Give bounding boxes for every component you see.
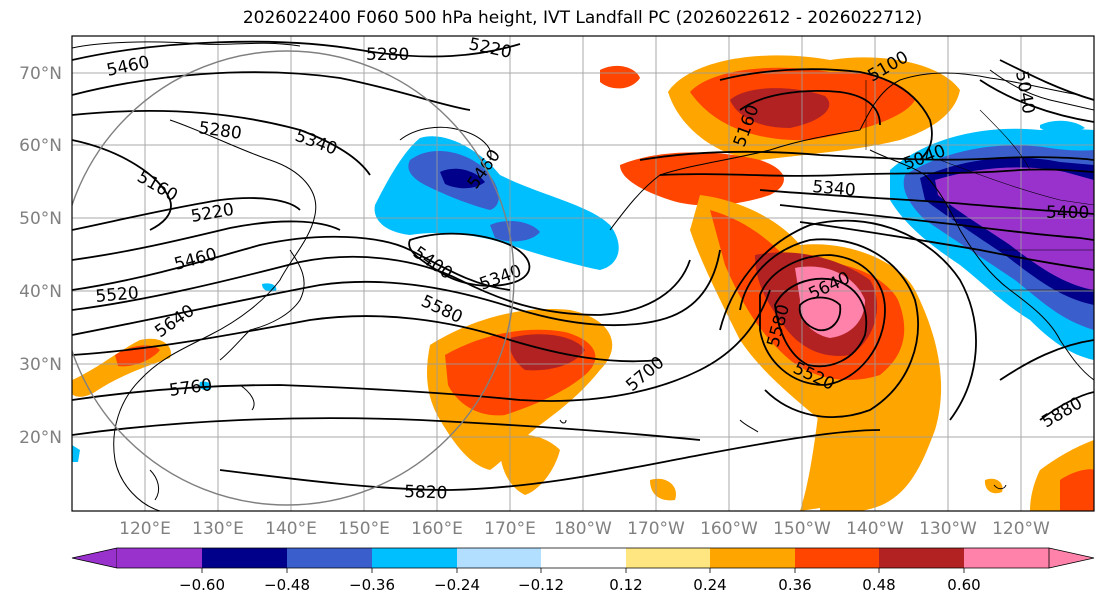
colorbar-swatch xyxy=(710,548,795,568)
colorbar-swatch xyxy=(372,548,457,568)
lon-label: 160°W xyxy=(700,519,758,539)
colorbar-tick-label: 0.36 xyxy=(778,576,811,594)
colorbar-swatch xyxy=(795,548,879,568)
colorbar-tick-label: −0.36 xyxy=(349,576,395,594)
borders xyxy=(865,80,1094,291)
colorbar-swatch xyxy=(117,548,202,568)
lat-label: 60°N xyxy=(19,136,62,156)
colorbar-swatch xyxy=(626,548,710,568)
lon-label: 170°W xyxy=(627,519,685,539)
coastlines xyxy=(72,41,1094,511)
contour-label: 5520 xyxy=(95,283,140,307)
map-frame xyxy=(71,35,1095,512)
lon-label: 170°E xyxy=(484,519,536,539)
colorbar-swatch xyxy=(457,548,541,568)
map-title: 2026022400 F060 500 hPa height, IVT Land… xyxy=(242,8,923,28)
colorbar-tick-label: 0.48 xyxy=(862,576,895,594)
colorbar-extend-high xyxy=(1048,547,1095,569)
ivt-positive-shading xyxy=(72,55,1094,511)
colorbar-tick-label: 0.12 xyxy=(609,576,642,594)
colorbar-swatch xyxy=(287,548,372,568)
ivt-negative-shading xyxy=(72,120,1094,462)
colorbar-swatch xyxy=(879,548,964,568)
lat-label: 40°N xyxy=(19,282,62,302)
height-contours xyxy=(72,40,1094,491)
lon-label: 140°E xyxy=(265,519,317,539)
colorbar-swatch xyxy=(964,548,1049,568)
contour-label: 5400 xyxy=(1046,203,1089,223)
contour-label: 5280 xyxy=(366,45,409,65)
lon-label: 130°E xyxy=(192,519,244,539)
lat-label: 50°N xyxy=(19,209,62,229)
lon-label: 120°W xyxy=(992,519,1050,539)
lon-label: 180°W xyxy=(554,519,612,539)
lon-label: 130°W xyxy=(919,519,977,539)
lon-label: 150°E xyxy=(338,519,390,539)
colorbar-extend-low xyxy=(71,547,118,569)
lat-label: 20°N xyxy=(19,428,62,448)
lat-label: 30°N xyxy=(19,355,62,375)
contour-label: 5340 xyxy=(812,177,857,201)
colorbar: −0.60 −0.48 −0.36 −0.24 −0.12 0.12 0.24 … xyxy=(71,547,1095,594)
colorbar-tick-label: −0.60 xyxy=(179,576,225,594)
region-circle xyxy=(72,50,515,506)
colorbar-tick-label: 0.60 xyxy=(947,576,980,594)
lon-label: 150°W xyxy=(773,519,831,539)
colorbar-tick-label: −0.12 xyxy=(518,576,564,594)
lon-label: 140°W xyxy=(846,519,904,539)
lon-label: 160°E xyxy=(411,519,463,539)
colorbar-swatch xyxy=(541,548,626,568)
lat-label: 70°N xyxy=(19,64,62,84)
colorbar-tick-label: 0.24 xyxy=(693,576,726,594)
colorbar-swatch xyxy=(202,548,287,568)
lon-labels: 120°E 130°E 140°E 150°E 160°E 170°E 180°… xyxy=(119,519,1050,539)
colorbar-tick-label: −0.48 xyxy=(264,576,310,594)
lon-label: 120°E xyxy=(119,519,171,539)
contour-label: 5820 xyxy=(404,482,448,503)
colorbar-tick-label: −0.24 xyxy=(434,576,480,594)
lat-labels: 70°N 60°N 50°N 40°N 30°N 20°N xyxy=(19,64,62,448)
